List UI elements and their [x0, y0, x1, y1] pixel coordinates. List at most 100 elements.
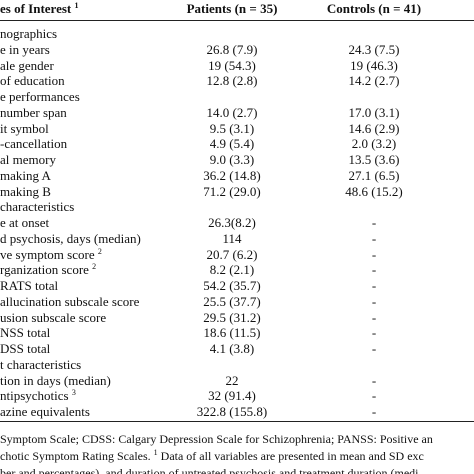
- patients-value: 4.9 (5.4): [209, 136, 255, 152]
- row-label: e at onset: [0, 215, 49, 230]
- row-label: RATS total: [0, 278, 58, 293]
- patients-value: 26.8 (7.9): [206, 41, 258, 57]
- header-rule: [0, 20, 474, 21]
- patients-value: 22: [225, 372, 239, 388]
- header-controls: Controls (n = 41): [326, 1, 422, 16]
- controls-value: 24.3 (7.5): [348, 41, 400, 57]
- row-label-text: azine equivalents: [0, 404, 90, 419]
- patients-value: 9.0 (3.3): [209, 152, 255, 167]
- header-label: es of Interest 1: [0, 1, 79, 16]
- patients-value: 32 (91.4): [208, 388, 256, 404]
- controls-value: -: [371, 230, 377, 246]
- row-label: t characteristics: [0, 357, 81, 372]
- controls-value: -: [371, 262, 377, 278]
- header-patients: Patients (n = 35): [186, 1, 278, 16]
- footnote-mark: 3: [71, 388, 76, 398]
- controls-value: -: [371, 215, 377, 230]
- controls-value: -: [371, 388, 377, 404]
- row-label-text: e performances: [0, 89, 80, 104]
- patients-value: 25.5 (37.7): [203, 293, 261, 309]
- patients-value: 20.7 (6.2): [206, 246, 258, 262]
- row-label: NSS total: [0, 325, 50, 340]
- patients-value: 18.6 (11.5): [203, 325, 261, 341]
- row-label-text: number span: [0, 104, 67, 120]
- patients-value: 4.1 (3.8): [209, 341, 255, 356]
- footnote-text: ber and percentages), and duration of un…: [0, 466, 419, 474]
- row-label: al memory: [0, 152, 56, 167]
- footnote-mark: 2: [97, 246, 102, 256]
- controls-value: -: [371, 293, 377, 309]
- row-label-text: e at onset: [0, 215, 50, 230]
- row-label: d psychosis, days (median): [0, 231, 141, 246]
- row-label-text: characteristics: [0, 199, 75, 215]
- row-label-text: t characteristics: [0, 356, 82, 372]
- footnote-text: Data of all variables are presented in m…: [157, 449, 424, 463]
- row-label: ntipsychotics 3: [0, 388, 76, 403]
- row-label: usion subscale score: [0, 310, 106, 325]
- patients-value: 9.5 (3.1): [209, 120, 255, 136]
- row-label: making B: [0, 184, 51, 199]
- row-label: tion in days (median): [0, 373, 111, 388]
- row-label: nographics: [0, 26, 57, 41]
- controls-value: 27.1 (6.5): [348, 167, 400, 183]
- patients-value: 26.3(8.2): [208, 215, 256, 230]
- row-label-text: RATS total: [0, 278, 59, 293]
- row-label: making A: [0, 168, 51, 183]
- row-label-text: rganization score: [0, 262, 89, 278]
- row-label-text: usion subscale score: [0, 309, 107, 325]
- row-label: rganization score 2: [0, 262, 96, 277]
- controls-value: 14.2 (2.7): [348, 73, 400, 89]
- footnote-text: Symptom Scale; CDSS: Calgary Depression …: [0, 432, 433, 446]
- footnote-mark: 2: [92, 262, 97, 272]
- footnote-line: Symptom Scale; CDSS: Calgary Depression …: [0, 432, 433, 447]
- controls-value: 13.5 (3.6): [348, 152, 400, 167]
- row-label: allucination subscale score: [0, 294, 139, 309]
- row-label-text: al memory: [0, 152, 56, 167]
- patients-value: 54.2 (35.7): [203, 278, 261, 293]
- row-label-text: ve symptom score: [0, 246, 95, 262]
- row-label-text: ntipsychotics: [0, 388, 69, 404]
- controls-value: 19 (46.3): [350, 57, 398, 73]
- row-label: characteristics: [0, 199, 74, 214]
- footnote-mark: 1: [153, 448, 158, 457]
- row-label: DSS total: [0, 341, 50, 356]
- footnote-line: ber and percentages), and duration of un…: [0, 466, 419, 474]
- row-label: -cancellation: [0, 136, 67, 151]
- row-label: of education: [0, 73, 65, 88]
- row-label: ve symptom score 2: [0, 247, 102, 262]
- patients-value: 12.8 (2.8): [206, 73, 258, 89]
- row-label-text: making B: [0, 183, 51, 199]
- controls-value: -: [371, 309, 377, 325]
- row-label: e in years: [0, 42, 50, 57]
- header-label-text: es of Interest: [0, 1, 72, 16]
- row-label-text: NSS total: [0, 325, 51, 341]
- row-label-text: making A: [0, 167, 51, 183]
- patients-value: 114: [222, 230, 242, 246]
- controls-value: -: [371, 404, 377, 419]
- footnote-line: chotic Symptom Rating Scales. 1 Data of …: [0, 449, 424, 464]
- controls-value: -: [371, 372, 377, 388]
- patients-value: 8.2 (2.1): [209, 262, 255, 278]
- row-label-text: it symbol: [0, 120, 49, 136]
- row-label-text: ale gender: [0, 57, 54, 73]
- patients-value: 29.5 (31.2): [203, 309, 261, 325]
- row-label: it symbol: [0, 121, 49, 136]
- row-label-text: DSS total: [0, 341, 51, 356]
- patients-value: 19 (54.3): [208, 57, 256, 73]
- row-label-text: allucination subscale score: [0, 293, 140, 309]
- row-label-text: tion in days (median): [0, 372, 111, 388]
- row-label: azine equivalents: [0, 404, 90, 419]
- patients-value: 71.2 (29.0): [203, 183, 261, 199]
- row-label-text: nographics: [0, 26, 58, 41]
- controls-value: -: [371, 278, 377, 293]
- footnote-mark: 1: [74, 1, 79, 10]
- bottom-rule: [0, 421, 474, 422]
- controls-value: 2.0 (3.2): [351, 136, 397, 152]
- patients-value: 322.8 (155.8): [196, 404, 268, 419]
- row-label: ale gender: [0, 58, 54, 73]
- footnote-text: chotic Symptom Rating Scales.: [0, 449, 154, 463]
- controls-value: -: [371, 246, 377, 262]
- row-label-text: -cancellation: [0, 136, 68, 152]
- controls-value: -: [371, 341, 377, 356]
